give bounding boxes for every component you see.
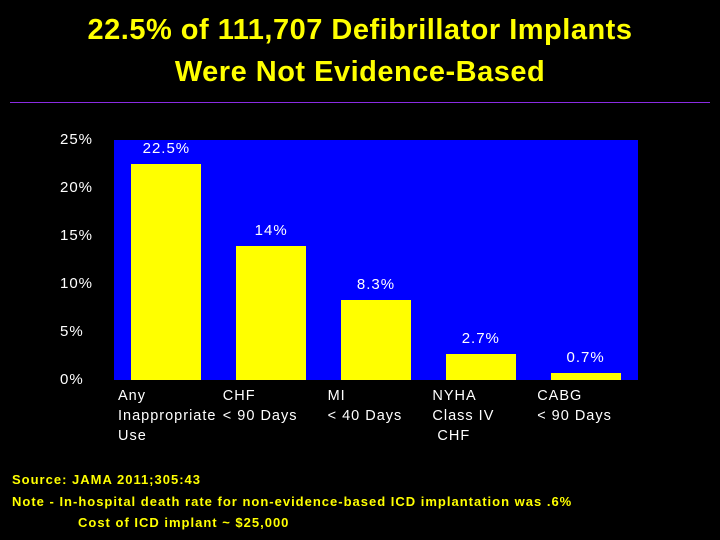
category-label-line: CHF [222, 388, 256, 404]
bar [236, 245, 307, 380]
category-label-line: < 90 Days [222, 408, 298, 424]
data-label: 2.7% [461, 330, 500, 348]
category-label: CABG < 90 Days [537, 386, 612, 426]
category-label-line: Use [118, 428, 147, 444]
data-label: 22.5% [142, 140, 191, 157]
category-label-line: NYHA [432, 388, 477, 404]
category-label: NYHA Class IV CHF [432, 386, 494, 446]
bar [445, 354, 516, 380]
category-label: CHF < 90 Days [223, 386, 298, 426]
category-label-line: Any [118, 388, 146, 404]
category-label: Any Inappropriate Use [118, 386, 216, 446]
category-label-line: CHF [432, 428, 471, 444]
category-label-line: < 40 Days [327, 408, 403, 424]
footnote-cost: Cost of ICD implant ~ $25,000 [78, 515, 290, 530]
category-label-line: Inappropriate [118, 408, 217, 424]
y-tick-label: 0% [60, 371, 84, 388]
footnote-death-rate: Note - In-hospital death rate for non-ev… [12, 494, 573, 509]
bar [550, 373, 621, 380]
data-label: 0.7% [566, 349, 605, 367]
category-label-line: MI [327, 388, 346, 404]
title-line-1: 22.5% of 111,707 Defibrillator Implants [87, 14, 633, 46]
title-divider [10, 102, 710, 103]
bar [341, 300, 411, 380]
title-line-2: Were Not Evidence-Based [174, 56, 546, 88]
y-tick-label: 25% [60, 131, 94, 148]
y-tick-label: 15% [60, 227, 94, 244]
y-tick-label: 20% [60, 179, 94, 196]
y-tick-label: 10% [60, 275, 94, 292]
category-label: MI < 40 Days [328, 386, 403, 426]
data-label: 8.3% [356, 276, 396, 294]
category-label-line: < 90 Days [537, 408, 612, 424]
category-label-line: CABG [537, 388, 583, 404]
source-citation: Source: JAMA 2011;305:43 [12, 472, 201, 487]
bar [131, 164, 202, 380]
data-label: 14% [254, 221, 288, 239]
y-tick-label: 5% [60, 323, 84, 340]
category-label-line: Class IV [432, 408, 495, 424]
